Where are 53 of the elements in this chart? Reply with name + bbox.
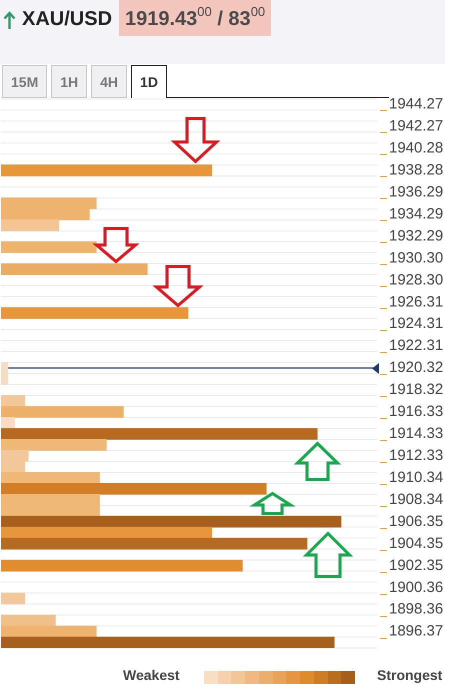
bar — [1, 439, 107, 451]
y-tick-label: 1942.27 — [389, 118, 444, 135]
tab: 1D — [131, 65, 167, 98]
y-tick-label: 1944.27 — [389, 96, 444, 113]
bar — [1, 164, 212, 176]
bar — [1, 636, 334, 648]
y-tick-label: 1904.35 — [389, 534, 444, 552]
y-tick-label: 1912.33 — [389, 446, 444, 464]
bar — [1, 263, 148, 276]
y-tick-label: 1902.35 — [389, 556, 444, 574]
chart-subtitle: 1919.43$^{00}$ / 83$^{00}$ — [119, 0, 272, 36]
y-tick-label: 1936.29 — [389, 183, 444, 200]
y-tick-label: 1914.33 — [389, 425, 444, 442]
bar — [1, 538, 308, 550]
bar — [1, 417, 15, 429]
bar — [1, 219, 60, 232]
y-tick-label: 1910.34 — [389, 468, 444, 486]
bar — [1, 241, 97, 254]
bar — [1, 516, 342, 528]
bar — [1, 526, 212, 539]
text: Strongest — [377, 667, 442, 684]
tab: 1H — [51, 65, 88, 98]
bar — [1, 560, 243, 572]
y-tick-label: 1924.31 — [389, 315, 444, 332]
y-tick-label: 1908.34 — [389, 490, 444, 508]
tab: 4H — [91, 65, 128, 98]
y-tick-label: 1898.36 — [389, 600, 444, 618]
y-tick-label: 1938.28 — [389, 162, 444, 179]
y-tick-label: 1934.29 — [389, 205, 444, 222]
y-tick-label: 1920.32 — [389, 359, 444, 376]
y-tick-label: 1940.28 — [389, 140, 444, 157]
tab: 15M — [2, 65, 48, 98]
bar — [1, 307, 188, 319]
y-tick-label: 1916.33 — [389, 403, 444, 420]
y-tick-label: 1896.37 — [389, 622, 444, 640]
bar — [1, 626, 97, 638]
y-tick-label: 1900.36 — [389, 578, 444, 596]
chart-title: XAU/USD — [22, 7, 112, 31]
y-tick-label: 1926.31 — [389, 293, 444, 310]
bar — [1, 406, 124, 418]
bar — [1, 472, 100, 484]
bar — [1, 592, 26, 604]
bar — [1, 395, 26, 407]
y-tick-label: 1930.30 — [389, 249, 444, 266]
bar — [1, 482, 266, 495]
y-tick-label: 1906.35 — [389, 512, 444, 530]
bar — [1, 614, 56, 626]
y-tick-label: 1918.32 — [389, 381, 444, 398]
bar — [1, 428, 318, 440]
y-tick-label: 1932.29 — [389, 227, 444, 244]
text: Weakest — [123, 667, 180, 684]
y-tick-label: 1922.31 — [389, 337, 444, 354]
y-tick-label: 1928.30 — [389, 271, 444, 288]
